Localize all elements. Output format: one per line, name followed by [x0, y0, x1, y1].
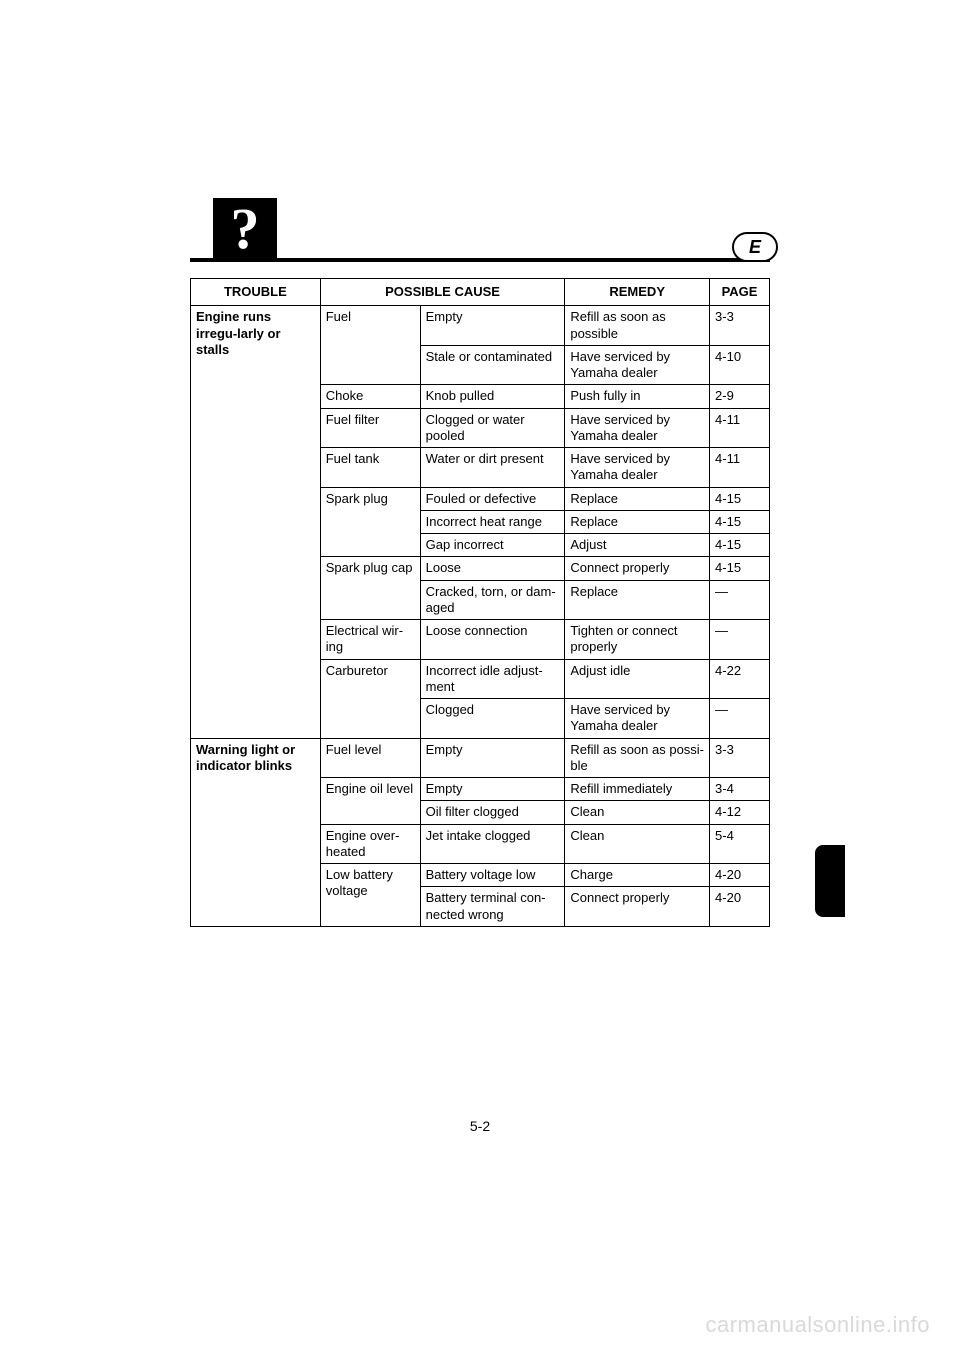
- cell-cause1: Low battery voltage: [320, 864, 420, 927]
- cell-cause2: Battery voltage low: [420, 864, 565, 887]
- cell-page: —: [710, 620, 770, 660]
- cell-page: —: [710, 580, 770, 620]
- cell-remedy: Refill as soon as possi-ble: [565, 738, 710, 778]
- header-divider: [190, 258, 770, 262]
- header-remedy: REMEDY: [565, 279, 710, 306]
- svg-text:?: ?: [231, 198, 260, 261]
- cell-cause2: Gap incorrect: [420, 534, 565, 557]
- page-header: ? E: [0, 0, 960, 265]
- cell-cause2: Water or dirt present: [420, 448, 565, 488]
- cell-page: 4-20: [710, 887, 770, 927]
- cell-cause1: Engine oil level: [320, 778, 420, 825]
- question-mark-icon: ?: [213, 198, 277, 262]
- page-number: 5-2: [0, 1118, 960, 1134]
- table-row: Engine runs irregu-larly or stalls Fuel …: [191, 306, 770, 346]
- cell-page: 4-10: [710, 345, 770, 385]
- cell-cause2: Empty: [420, 306, 565, 346]
- header-trouble: TROUBLE: [191, 279, 321, 306]
- cell-cause2: Fouled or defective: [420, 487, 565, 510]
- section-thumb-tab: [815, 845, 845, 917]
- cell-cause2: Clogged or water pooled: [420, 408, 565, 448]
- cell-cause2: Empty: [420, 738, 565, 778]
- cell-page: 4-22: [710, 659, 770, 699]
- cell-cause2: Cracked, torn, or dam-aged: [420, 580, 565, 620]
- cell-cause1: Spark plug: [320, 487, 420, 557]
- cell-page: 2-9: [710, 385, 770, 408]
- cell-remedy: Have serviced by Yamaha dealer: [565, 448, 710, 488]
- cell-cause2: Incorrect idle adjust-ment: [420, 659, 565, 699]
- cell-cause2: Oil filter clogged: [420, 801, 565, 824]
- cell-remedy: Replace: [565, 487, 710, 510]
- cell-remedy: Have serviced by Yamaha dealer: [565, 408, 710, 448]
- cell-page: 4-11: [710, 448, 770, 488]
- table-header-row: TROUBLE POSSIBLE CAUSE REMEDY PAGE: [191, 279, 770, 306]
- cell-page: 4-20: [710, 864, 770, 887]
- cell-remedy: Refill as soon as possible: [565, 306, 710, 346]
- cell-cause2: Incorrect heat range: [420, 510, 565, 533]
- cell-cause2: Empty: [420, 778, 565, 801]
- cell-page: 4-12: [710, 801, 770, 824]
- cell-remedy: Replace: [565, 510, 710, 533]
- table-row: Warning light or indicator blinks Fuel l…: [191, 738, 770, 778]
- cell-page: 3-3: [710, 306, 770, 346]
- cell-page: 3-3: [710, 738, 770, 778]
- troubleshooting-table-container: TROUBLE POSSIBLE CAUSE REMEDY PAGE Engin…: [190, 278, 770, 927]
- cell-cause1: Fuel filter: [320, 408, 420, 448]
- language-badge: E: [732, 232, 778, 262]
- cell-remedy: Have serviced by Yamaha dealer: [565, 699, 710, 739]
- cell-page: —: [710, 699, 770, 739]
- cell-remedy: Push fully in: [565, 385, 710, 408]
- cell-page: 4-15: [710, 510, 770, 533]
- header-page: PAGE: [710, 279, 770, 306]
- cell-cause2: Clogged: [420, 699, 565, 739]
- cell-page: 5-4: [710, 824, 770, 864]
- cell-remedy: Adjust: [565, 534, 710, 557]
- cell-page: 3-4: [710, 778, 770, 801]
- header-possible-cause: POSSIBLE CAUSE: [320, 279, 565, 306]
- cell-remedy: Clean: [565, 801, 710, 824]
- cell-cause1: Electrical wir-ing: [320, 620, 420, 660]
- cell-page: 4-11: [710, 408, 770, 448]
- cell-trouble: Warning light or indicator blinks: [191, 738, 321, 926]
- watermark-text: carmanualsonline.info: [705, 1312, 930, 1338]
- cell-remedy: Tighten or connect properly: [565, 620, 710, 660]
- cell-cause2: Loose: [420, 557, 565, 580]
- cell-remedy: Adjust idle: [565, 659, 710, 699]
- cell-trouble: Engine runs irregu-larly or stalls: [191, 306, 321, 738]
- cell-cause1: Carburetor: [320, 659, 420, 738]
- cell-remedy: Refill immediately: [565, 778, 710, 801]
- cell-cause2: Knob pulled: [420, 385, 565, 408]
- cell-page: 4-15: [710, 534, 770, 557]
- cell-remedy: Have serviced by Yamaha dealer: [565, 345, 710, 385]
- cell-cause1: Spark plug cap: [320, 557, 420, 620]
- cell-cause2: Stale or contaminated: [420, 345, 565, 385]
- cell-cause2: Battery terminal con-nected wrong: [420, 887, 565, 927]
- cell-page: 4-15: [710, 557, 770, 580]
- cell-cause1: Engine over-heated: [320, 824, 420, 864]
- cell-remedy: Connect properly: [565, 557, 710, 580]
- troubleshooting-table: TROUBLE POSSIBLE CAUSE REMEDY PAGE Engin…: [190, 278, 770, 927]
- manual-page: ? E TROUBLE POSSIBLE CAUSE REMEDY PAGE: [0, 0, 960, 1358]
- cell-remedy: Connect properly: [565, 887, 710, 927]
- cell-cause1: Fuel level: [320, 738, 420, 778]
- cell-cause1: Choke: [320, 385, 420, 408]
- cell-cause1: Fuel tank: [320, 448, 420, 488]
- cell-remedy: Replace: [565, 580, 710, 620]
- cell-cause2: Jet intake clogged: [420, 824, 565, 864]
- cell-cause1: Fuel: [320, 306, 420, 385]
- cell-remedy: Charge: [565, 864, 710, 887]
- cell-cause2: Loose connection: [420, 620, 565, 660]
- cell-page: 4-15: [710, 487, 770, 510]
- cell-remedy: Clean: [565, 824, 710, 864]
